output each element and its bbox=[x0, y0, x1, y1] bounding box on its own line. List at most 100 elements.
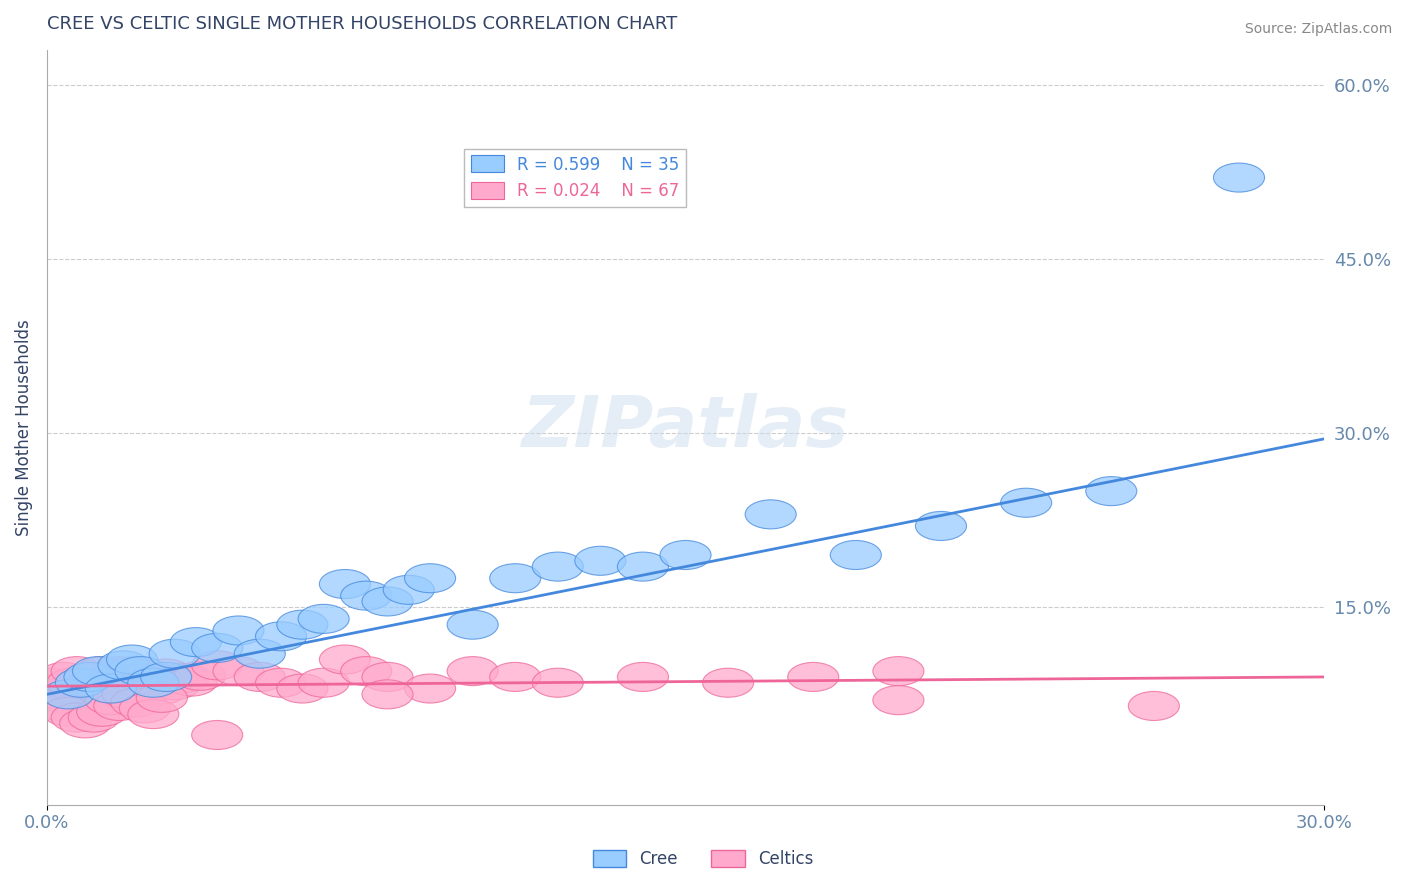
Ellipse shape bbox=[128, 665, 179, 694]
Ellipse shape bbox=[128, 668, 179, 698]
Ellipse shape bbox=[745, 500, 796, 529]
Ellipse shape bbox=[447, 610, 498, 640]
Ellipse shape bbox=[86, 668, 136, 698]
Ellipse shape bbox=[361, 663, 413, 691]
Ellipse shape bbox=[25, 668, 77, 698]
Ellipse shape bbox=[915, 511, 966, 541]
Ellipse shape bbox=[149, 640, 200, 668]
Ellipse shape bbox=[120, 694, 170, 723]
Ellipse shape bbox=[157, 664, 208, 692]
Y-axis label: Single Mother Households: Single Mother Households bbox=[15, 318, 32, 535]
Legend: Cree, Celtics: Cree, Celtics bbox=[586, 843, 820, 875]
Ellipse shape bbox=[136, 683, 187, 713]
Ellipse shape bbox=[103, 674, 153, 703]
Ellipse shape bbox=[42, 680, 94, 709]
Ellipse shape bbox=[533, 552, 583, 581]
Ellipse shape bbox=[145, 666, 195, 695]
Text: ZIPatlas: ZIPatlas bbox=[522, 392, 849, 462]
Ellipse shape bbox=[1001, 488, 1052, 517]
Ellipse shape bbox=[831, 541, 882, 569]
Ellipse shape bbox=[384, 575, 434, 605]
Ellipse shape bbox=[67, 703, 120, 732]
Ellipse shape bbox=[298, 668, 349, 698]
Ellipse shape bbox=[124, 660, 174, 690]
Ellipse shape bbox=[533, 668, 583, 698]
Ellipse shape bbox=[103, 680, 153, 709]
Ellipse shape bbox=[98, 651, 149, 680]
Ellipse shape bbox=[90, 663, 141, 691]
Ellipse shape bbox=[59, 674, 111, 703]
Ellipse shape bbox=[361, 587, 413, 616]
Ellipse shape bbox=[34, 691, 86, 721]
Ellipse shape bbox=[141, 663, 191, 691]
Ellipse shape bbox=[42, 686, 94, 714]
Ellipse shape bbox=[235, 663, 285, 691]
Ellipse shape bbox=[38, 663, 90, 691]
Ellipse shape bbox=[120, 676, 170, 706]
Ellipse shape bbox=[489, 564, 541, 593]
Ellipse shape bbox=[136, 675, 187, 704]
Ellipse shape bbox=[1213, 163, 1264, 192]
Text: CREE VS CELTIC SINGLE MOTHER HOUSEHOLDS CORRELATION CHART: CREE VS CELTIC SINGLE MOTHER HOUSEHOLDS … bbox=[46, 15, 678, 33]
Ellipse shape bbox=[55, 680, 107, 709]
Ellipse shape bbox=[63, 680, 115, 709]
Ellipse shape bbox=[170, 628, 222, 657]
Ellipse shape bbox=[107, 657, 157, 686]
Legend: R = 0.599    N = 35, R = 0.024    N = 67: R = 0.599 N = 35, R = 0.024 N = 67 bbox=[464, 149, 686, 207]
Ellipse shape bbox=[340, 657, 392, 686]
Ellipse shape bbox=[34, 674, 86, 703]
Ellipse shape bbox=[174, 661, 226, 690]
Ellipse shape bbox=[447, 657, 498, 686]
Ellipse shape bbox=[86, 674, 136, 703]
Ellipse shape bbox=[256, 668, 307, 698]
Ellipse shape bbox=[98, 668, 149, 698]
Ellipse shape bbox=[51, 703, 103, 732]
Ellipse shape bbox=[30, 680, 82, 709]
Ellipse shape bbox=[405, 674, 456, 703]
Ellipse shape bbox=[277, 610, 328, 640]
Ellipse shape bbox=[575, 546, 626, 575]
Ellipse shape bbox=[659, 541, 711, 569]
Ellipse shape bbox=[67, 668, 120, 698]
Ellipse shape bbox=[617, 552, 668, 581]
Ellipse shape bbox=[63, 663, 115, 691]
Ellipse shape bbox=[115, 672, 166, 701]
Ellipse shape bbox=[149, 671, 200, 699]
Ellipse shape bbox=[319, 645, 370, 674]
Ellipse shape bbox=[489, 663, 541, 691]
Ellipse shape bbox=[235, 640, 285, 668]
Ellipse shape bbox=[82, 674, 132, 703]
Ellipse shape bbox=[77, 657, 128, 686]
Ellipse shape bbox=[617, 663, 668, 691]
Ellipse shape bbox=[703, 668, 754, 698]
Ellipse shape bbox=[42, 698, 94, 726]
Ellipse shape bbox=[59, 709, 111, 738]
Ellipse shape bbox=[111, 688, 162, 717]
Ellipse shape bbox=[256, 622, 307, 651]
Ellipse shape bbox=[107, 645, 157, 674]
Ellipse shape bbox=[111, 665, 162, 694]
Ellipse shape bbox=[94, 657, 145, 686]
Ellipse shape bbox=[73, 663, 124, 691]
Ellipse shape bbox=[166, 667, 217, 696]
Ellipse shape bbox=[128, 699, 179, 729]
Ellipse shape bbox=[340, 581, 392, 610]
Ellipse shape bbox=[873, 686, 924, 714]
Ellipse shape bbox=[115, 657, 166, 686]
Ellipse shape bbox=[141, 659, 191, 688]
Ellipse shape bbox=[212, 657, 264, 686]
Ellipse shape bbox=[191, 633, 243, 663]
Ellipse shape bbox=[1085, 476, 1137, 506]
Ellipse shape bbox=[191, 721, 243, 749]
Ellipse shape bbox=[94, 691, 145, 721]
Ellipse shape bbox=[405, 564, 456, 593]
Ellipse shape bbox=[298, 605, 349, 633]
Ellipse shape bbox=[1128, 691, 1180, 721]
Ellipse shape bbox=[132, 669, 183, 698]
Ellipse shape bbox=[787, 663, 839, 691]
Ellipse shape bbox=[212, 616, 264, 645]
Ellipse shape bbox=[277, 674, 328, 703]
Ellipse shape bbox=[77, 698, 128, 726]
Ellipse shape bbox=[51, 657, 103, 686]
Ellipse shape bbox=[361, 680, 413, 709]
